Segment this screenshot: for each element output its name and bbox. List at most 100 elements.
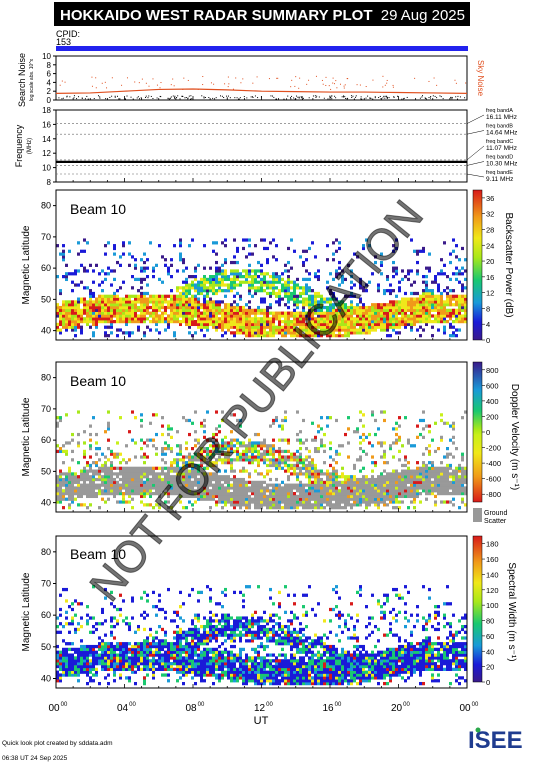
scatter-cell [320, 500, 323, 504]
scatter-cell [68, 475, 71, 479]
scatter-cell [353, 283, 356, 287]
scatter-cell [107, 447, 110, 451]
scatter-cell [101, 314, 104, 318]
scatter-cell [185, 305, 188, 310]
scatter-cell [374, 432, 377, 437]
scatter-cell [407, 438, 410, 442]
scatter-cell [179, 486, 182, 490]
scatter-cell [101, 469, 104, 473]
sky-noise-point [152, 78, 154, 80]
scatter-cell [143, 461, 146, 465]
search-noise-point [221, 95, 223, 97]
scatter-cell [74, 599, 77, 603]
scatter-cell [182, 477, 185, 482]
scatter-cell [146, 325, 149, 329]
scatter-cell [197, 263, 200, 267]
scatter-cell [134, 305, 137, 310]
scatter-cell [80, 489, 83, 493]
scatter-cell [194, 311, 197, 315]
scatter-cell [236, 322, 239, 327]
scatter-cell [188, 492, 191, 496]
scatter-cell [296, 328, 299, 332]
scatter-cell [161, 297, 164, 301]
scatter-cell [278, 449, 281, 454]
scatter-cell [260, 272, 263, 276]
search-noise-point [239, 97, 241, 99]
scatter-cell [131, 308, 134, 312]
scatter-cell [458, 466, 461, 470]
scatter-cell [272, 272, 275, 276]
scatter-cell [128, 297, 131, 301]
sky-noise-point [138, 82, 140, 84]
scatter-cell [308, 503, 311, 507]
sky-noise-line [55, 88, 468, 94]
search-noise-point [159, 95, 161, 97]
scatter-cell [380, 311, 383, 315]
scatter-cell [86, 469, 89, 473]
scatter-cell [104, 477, 107, 482]
scatter-cell [179, 311, 182, 315]
scatter-cell [404, 477, 407, 482]
scatter-cell [314, 300, 317, 304]
scatter-cell [326, 475, 329, 479]
scatter-cell [344, 331, 347, 335]
scatter-cell [362, 289, 365, 293]
scatter-cell [218, 300, 221, 304]
scatter-cell [200, 277, 203, 282]
scatter-cell [353, 311, 356, 315]
scatter-cell [461, 458, 464, 462]
scatter-cell [380, 314, 383, 318]
scatter-cell [71, 664, 74, 669]
scatter-cell [245, 452, 248, 456]
scatter-cell [77, 503, 80, 507]
scatter-cell [113, 653, 116, 657]
scatter-cell [296, 283, 299, 287]
scatter-cell [221, 317, 224, 321]
scatter-cell [233, 311, 236, 315]
scatter-cell [329, 305, 332, 310]
scatter-cell [68, 630, 71, 634]
scatter-cell [218, 266, 221, 270]
scatter-cell [86, 286, 89, 290]
scatter-cell [197, 497, 200, 501]
scatter-cell [188, 489, 191, 493]
scatter-cell [464, 314, 467, 318]
scatter-cell [413, 291, 416, 296]
scatter-cell [158, 308, 161, 312]
scatter-cell [281, 489, 284, 493]
scatter-cell [77, 602, 80, 606]
scatter-cell [287, 269, 290, 273]
search-noise-point [286, 98, 288, 100]
scatter-cell [308, 322, 311, 327]
scatter-cell [272, 325, 275, 329]
search-noise-point [455, 96, 457, 98]
scatter-cell [110, 317, 113, 321]
scatter-cell [257, 461, 260, 465]
scatter-cell [425, 289, 428, 293]
scatter-cell [446, 286, 449, 290]
scatter-cell [434, 449, 437, 454]
colorbar-tick-label: 800 [486, 366, 499, 375]
scatter-cell [323, 486, 326, 490]
scatter-cell [434, 275, 437, 279]
scatter-cell [260, 497, 263, 501]
scatter-cell [278, 289, 281, 293]
scatter-cell [254, 480, 257, 484]
scatter-cell [125, 308, 128, 312]
scatter-cell [275, 258, 278, 262]
scatter-cell [59, 449, 62, 454]
frequency-band-leader [466, 130, 485, 135]
scatter-cell [281, 497, 284, 501]
scatter-cell [80, 314, 83, 318]
scatter-cell [326, 305, 329, 310]
scatter-cell [278, 280, 281, 284]
scatter-cell [161, 449, 164, 454]
sky-noise-point [242, 78, 244, 80]
scatter-cell [317, 503, 320, 507]
scatter-cell [464, 308, 467, 312]
scatter-cell [293, 283, 296, 287]
scatter-cell [425, 305, 428, 310]
scatter-cell [197, 486, 200, 490]
scatter-cell [92, 662, 95, 666]
scatter-cell [227, 486, 230, 490]
